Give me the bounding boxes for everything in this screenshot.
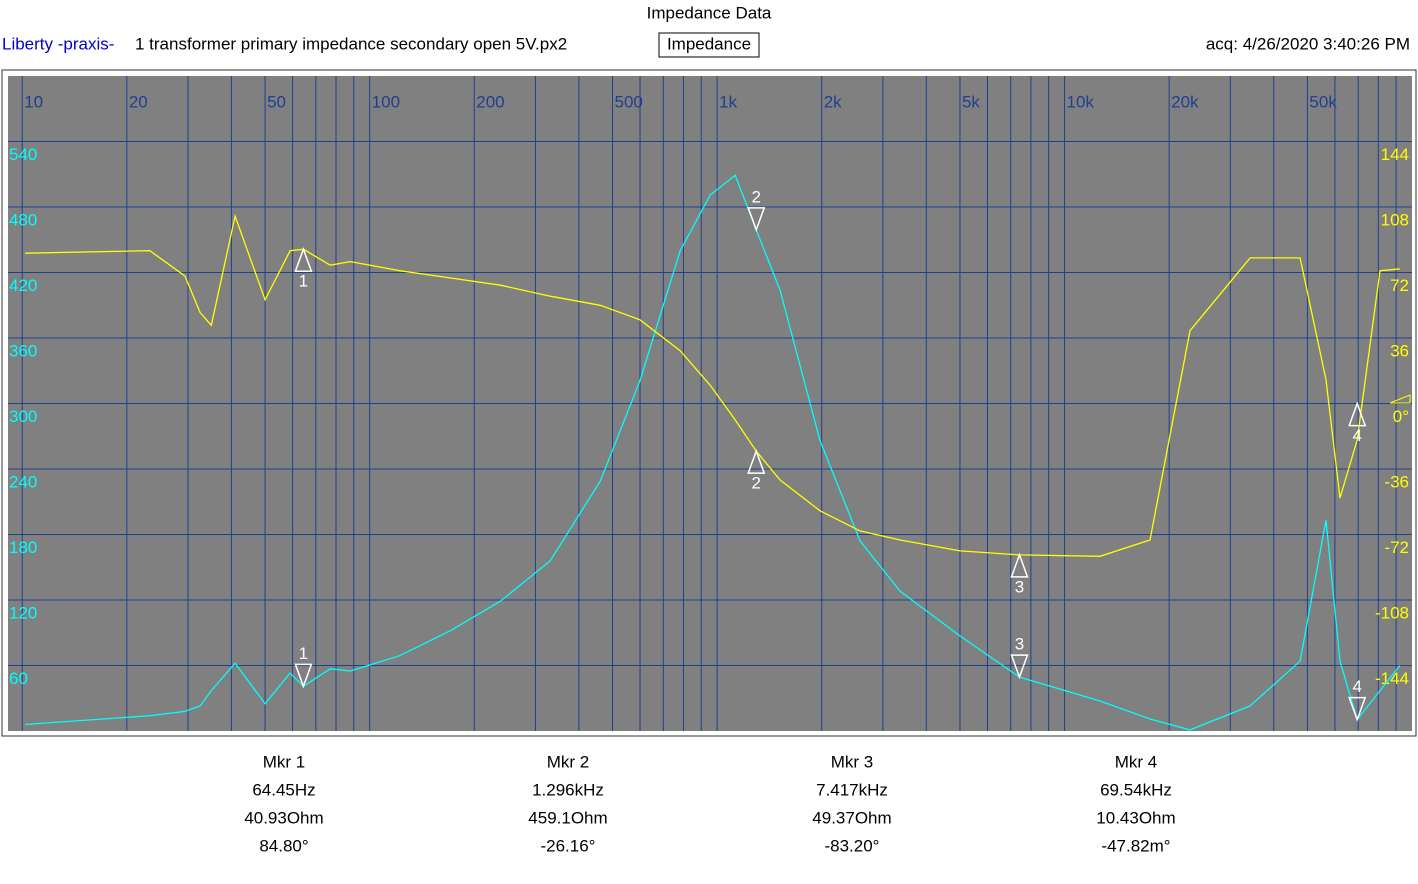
marker-readout: 459.1Ohm [528, 808, 607, 827]
y2-tick-label: -36 [1384, 472, 1409, 491]
marker-number: 3 [1015, 577, 1024, 596]
marker-readout: Mkr 3 [831, 752, 874, 771]
marker-number: 1 [299, 644, 308, 663]
marker-readout: 1.296kHz [532, 780, 604, 799]
x-tick-label: 5k [962, 92, 980, 111]
y2-tick-label: 0° [1393, 407, 1409, 426]
marker-readout: Mkr 2 [547, 752, 590, 771]
marker-readout: 10.43Ohm [1096, 808, 1175, 827]
impedance-marker [1348, 696, 1367, 722]
phase-marker [294, 247, 313, 272]
x-tick-label: 200 [476, 92, 504, 111]
marker-readout: 49.37Ohm [812, 808, 891, 827]
data-line [25, 174, 1401, 731]
x-tick-label: 100 [372, 92, 400, 111]
plot: 10 20 50 100 200 500 1k 2k 5k 10k 20k 50k6012018024… [8, 76, 1412, 731]
y2-tick-label: 36 [1390, 341, 1409, 360]
x-tick-label: 1k [719, 92, 737, 111]
x-tick-label: 2k [824, 92, 842, 111]
x-tick-label: 20k [1171, 92, 1199, 111]
y2-tick-label: -108 [1375, 603, 1409, 622]
y-tick-label: 540 [9, 145, 37, 164]
marker-readout: 84.80° [259, 836, 308, 855]
marker-readout: Mkr 4 [1115, 752, 1158, 771]
marker-number: 1 [299, 272, 308, 291]
reference-marker [1389, 394, 1411, 404]
x-tick-label: 50k [1309, 92, 1337, 111]
marker-readout: 7.417kHz [816, 780, 888, 799]
y2-tick-label: 144 [1381, 145, 1409, 164]
phase-marker [747, 448, 766, 474]
brand: Liberty -praxis- [2, 34, 114, 53]
y-tick-label: 180 [9, 538, 37, 557]
marker-readout: Mkr 1 [263, 752, 306, 771]
y-tick-label: 480 [9, 210, 37, 229]
marker-number: 4 [1352, 426, 1361, 445]
mode-label: Impedance [667, 34, 751, 53]
impedance-marker [294, 663, 313, 689]
y2-tick-label: -144 [1375, 669, 1409, 688]
marker-number: 3 [1015, 635, 1024, 654]
x-tick-label: 10k [1067, 92, 1095, 111]
marker-readout: -47.82m° [1101, 836, 1170, 855]
marker-readout: 40.93Ohm [244, 808, 323, 827]
y-tick-label: 60 [9, 669, 28, 688]
x-tick-label: 10 [24, 92, 43, 111]
marker-number: 4 [1352, 677, 1361, 696]
y2-tick-label: 108 [1381, 210, 1409, 229]
y-tick-label: 300 [9, 407, 37, 426]
marker-readout: 64.45Hz [252, 780, 315, 799]
impedance-marker [747, 207, 766, 233]
y-tick-label: 360 [9, 341, 37, 360]
acquired: acq: 4/26/2020 3:40:26 PM [1206, 34, 1410, 53]
chart-title: Impedance Data [647, 3, 772, 22]
phase-marker [1010, 552, 1029, 578]
x-tick-label: 50 [267, 92, 286, 111]
y-tick-label: 240 [9, 472, 37, 491]
phase-marker [1348, 401, 1367, 427]
marker-number: 2 [752, 187, 761, 206]
marker-readout: -83.20° [824, 836, 879, 855]
x-tick-label: 20 [129, 92, 148, 111]
marker-readout: 69.54kHz [1100, 780, 1172, 799]
data-line [25, 213, 1400, 557]
impedance-marker [1010, 654, 1029, 680]
y-tick-label: 420 [9, 276, 37, 295]
file-name: 1 transformer primary impedance secondar… [135, 34, 567, 53]
y2-tick-label: 72 [1390, 276, 1409, 295]
x-tick-label: 500 [615, 92, 643, 111]
y2-tick-label: -72 [1384, 538, 1409, 557]
marker-number: 2 [752, 474, 761, 493]
mode-box [658, 32, 760, 58]
marker-readout: -26.16° [540, 836, 595, 855]
y-tick-label: 120 [9, 603, 37, 622]
